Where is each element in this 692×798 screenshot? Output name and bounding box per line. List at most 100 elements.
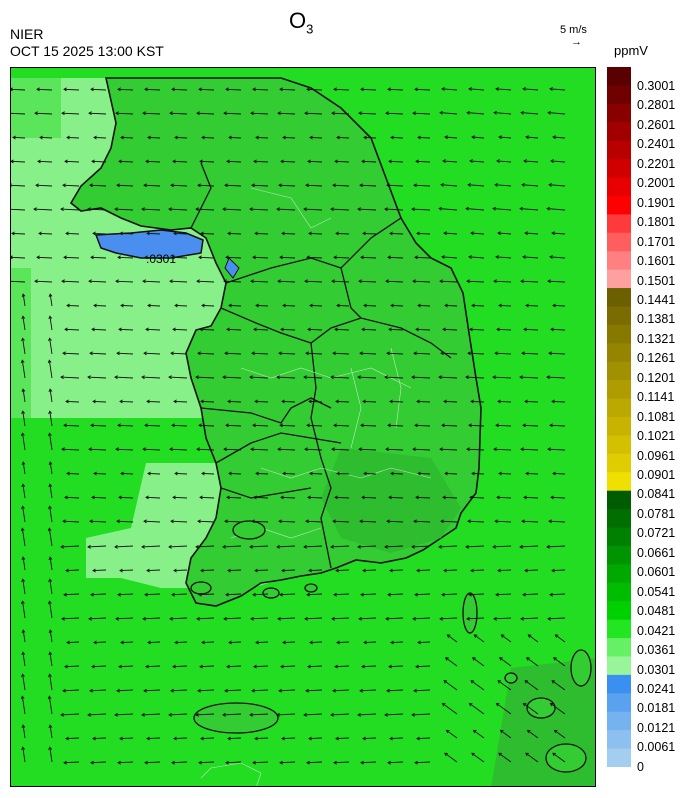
wind-arrow-head	[173, 736, 177, 741]
wind-arrow	[253, 496, 269, 499]
wind-arrow	[465, 376, 485, 379]
wind-arrow	[386, 520, 404, 523]
wind-arrow	[388, 665, 404, 668]
wind-arrow-head	[492, 375, 496, 380]
wind-arrow	[22, 630, 26, 643]
wind-arrow	[551, 569, 566, 572]
colorbar-swatch	[607, 472, 631, 492]
wind-arrow	[333, 88, 350, 91]
wind-arrow	[197, 352, 215, 355]
wind-arrow	[22, 389, 26, 403]
wind-arrow-head	[144, 592, 148, 597]
wind-arrow-head	[277, 111, 281, 116]
wind-arrow	[444, 752, 458, 763]
wind-arrow-head	[494, 182, 498, 187]
colorbar	[607, 67, 631, 768]
wind-arrow	[169, 112, 188, 115]
wind-arrow	[249, 208, 269, 211]
wind-arrow	[496, 496, 512, 499]
wind-arrow-head	[226, 327, 230, 332]
wind-arrow	[250, 112, 269, 115]
wind-arrow-head	[417, 135, 421, 140]
wind-arrow	[146, 232, 161, 235]
wind-arrow-head	[281, 231, 285, 236]
wind-arrow-head	[525, 135, 529, 140]
wind-arrow	[119, 569, 134, 572]
wind-arrow-head	[440, 519, 444, 524]
wind-arrow	[331, 112, 350, 115]
colorbar-swatch	[607, 619, 631, 639]
wind-arrow-head	[147, 135, 151, 140]
wind-arrow-head	[11, 231, 15, 236]
wind-arrow	[196, 448, 215, 451]
wind-arrow	[11, 232, 26, 235]
wind-arrow	[547, 208, 566, 211]
colorbar-swatch	[607, 748, 631, 768]
wind-arrow-head	[63, 255, 67, 260]
wind-arrow	[547, 617, 566, 620]
wind-arrow-head	[390, 135, 394, 140]
wind-arrow-head	[304, 279, 308, 284]
wind-arrow-head	[89, 688, 93, 693]
wind-arrow-head	[249, 544, 253, 549]
wind-arrow-head	[305, 183, 309, 188]
wind-arrow	[64, 160, 80, 163]
wind-arrow	[49, 652, 53, 667]
wind-arrow	[499, 657, 512, 667]
wind-arrow-head	[38, 231, 42, 236]
wind-arrow-head	[223, 279, 227, 284]
wind-arrow-head	[115, 111, 119, 116]
wind-arrow	[361, 160, 377, 163]
wind-arrow	[63, 256, 80, 259]
wind-arrow-head	[172, 327, 176, 332]
colorbar-swatch	[607, 711, 631, 731]
wind-arrow-head	[117, 592, 121, 597]
wind-arrow	[225, 424, 242, 427]
wind-arrow-head	[141, 207, 145, 212]
wind-arrow-head	[66, 303, 70, 308]
wind-arrow	[492, 545, 512, 548]
wind-arrow-head	[225, 423, 229, 428]
wind-arrow	[171, 424, 188, 427]
wind-arrow	[60, 376, 80, 379]
wind-arrow	[174, 641, 188, 644]
colorbar-label: 0.1021	[637, 429, 676, 444]
wind-arrow	[331, 617, 350, 620]
wind-arrow	[494, 520, 512, 523]
wind-arrow-head	[227, 399, 231, 404]
wind-arrow-head	[146, 736, 150, 741]
wind-arrow-head	[498, 752, 502, 757]
wind-arrow	[547, 448, 566, 451]
colorbar-swatch	[607, 545, 631, 565]
colorbar-label: 0.1701	[637, 234, 676, 249]
wind-arrow	[48, 360, 53, 379]
wind-arrow-head	[282, 471, 286, 476]
wind-arrow	[142, 280, 161, 283]
wind-arrow-head	[47, 527, 52, 532]
wind-arrow-head	[198, 255, 202, 260]
wind-arrow-head	[39, 135, 43, 140]
wind-arrow-head	[277, 616, 281, 621]
wind-arrow	[549, 88, 566, 91]
wind-arrow-head	[280, 664, 284, 669]
wind-arrow	[551, 400, 566, 403]
wind-arrow	[199, 496, 215, 499]
colorbar-swatch	[607, 509, 631, 529]
wind-arrow	[441, 593, 458, 596]
wind-arrow	[11, 208, 26, 211]
wind-arrow-head	[114, 544, 118, 549]
wind-arrow	[278, 689, 296, 692]
wind-arrow	[527, 730, 539, 739]
wind-arrow-head	[362, 568, 366, 573]
wind-arrow	[62, 184, 80, 187]
wind-arrow-head	[200, 399, 204, 404]
wind-arrow	[493, 448, 512, 451]
low-ozone-pocket-small	[224, 257, 240, 279]
wind-arrow-head	[548, 519, 552, 524]
wind-arrow	[495, 88, 512, 91]
wind-arrow-head	[467, 182, 471, 187]
wind-arrow	[118, 328, 134, 331]
wind-arrow-head	[387, 255, 391, 260]
wind-arrow	[278, 184, 296, 187]
wind-arrow-head	[170, 688, 174, 693]
